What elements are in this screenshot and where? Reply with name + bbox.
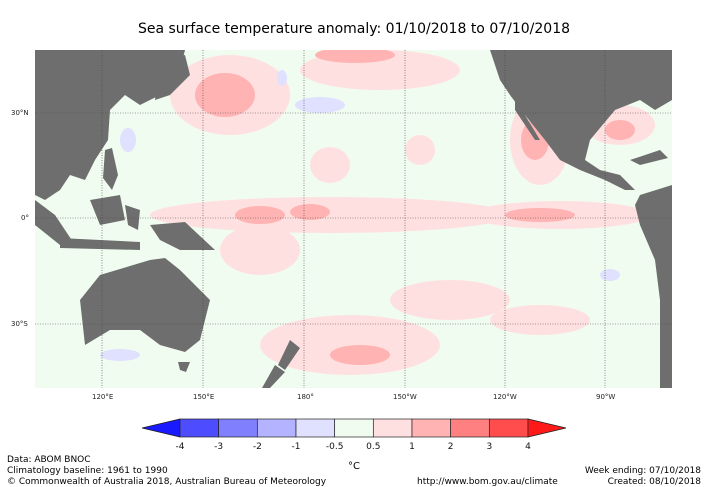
lon-label: 120°W (493, 393, 517, 401)
colorbar-tick-label: 3 (486, 442, 493, 452)
colorbar-segment (179, 418, 220, 438)
lon-label: 150°W (393, 393, 417, 401)
colorbar-segment (411, 418, 452, 438)
colorbar-tick-label: 2 (447, 442, 454, 452)
lat-label: 30°N (11, 109, 29, 117)
lon-label: 150°E (193, 393, 215, 401)
colorbar-tick-label: 1 (409, 442, 415, 452)
sst-map (35, 50, 672, 388)
created-date: Created: 08/10/2018 (607, 477, 701, 487)
copyright: © Commonwealth of Australia 2018, Austra… (7, 477, 327, 487)
colorbar-tick-label: -2 (252, 442, 262, 452)
colorbar-tick-label: 0.5 (366, 442, 381, 452)
data-source: Data: ABOM BNOC (7, 455, 91, 465)
colorbar-tick-label: -3 (214, 442, 224, 452)
lon-label: 180° (297, 393, 314, 401)
colorbar-low-extension (141, 418, 181, 438)
colorbar-segment (450, 418, 490, 438)
colorbar-segment (334, 418, 374, 438)
footer-right: Week ending: 07/10/2018 Created: 08/10/2… (585, 466, 701, 487)
chart-title: Sea surface temperature anomaly: 01/10/2… (137, 21, 571, 37)
lat-label: 30°S (11, 320, 28, 328)
colorbar-tick-label: 4 (525, 442, 531, 452)
colorbar-tick-label: -0.5 (325, 442, 344, 452)
colorbar-segment (256, 418, 297, 438)
colorbar-segment (218, 418, 258, 438)
colorbar-segment (488, 418, 529, 438)
colorbar-segment (372, 418, 413, 438)
colorbar-tick-label: -1 (291, 442, 301, 452)
climatology-baseline: Climatology baseline: 1961 to 1990 (7, 466, 168, 476)
week-ending: Week ending: 07/10/2018 (584, 466, 701, 476)
colorbar (141, 418, 567, 438)
lat-label: 0° (21, 214, 29, 222)
colorbar-high-extension (527, 418, 567, 438)
lon-label: 90°W (596, 393, 616, 401)
strong-warm-anomalies (195, 50, 635, 365)
colorbar-unit: °C (348, 461, 360, 472)
colorbar-segment (295, 418, 336, 438)
colorbar-tick-label: -4 (175, 442, 185, 452)
land (35, 50, 672, 388)
lon-label: 120°E (92, 393, 114, 401)
graticule (35, 50, 672, 388)
bom-url[interactable]: http://www.bom.gov.au/climate (417, 477, 558, 487)
footer-left: Data: ABOM BNOC Climatology baseline: 19… (7, 455, 326, 487)
